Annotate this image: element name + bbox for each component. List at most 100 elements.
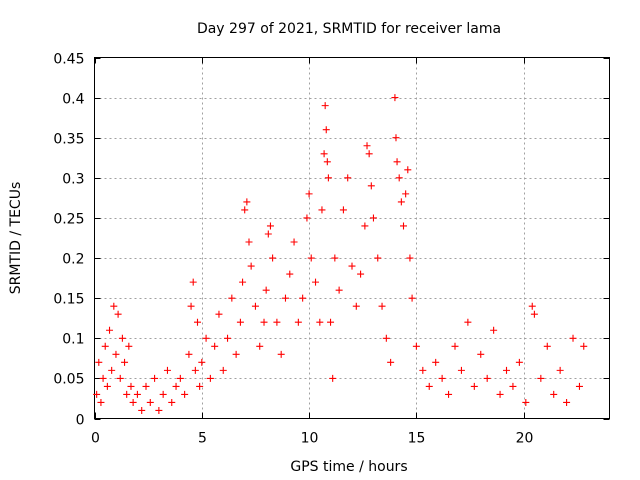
data-point (322, 126, 330, 134)
data-point (369, 214, 377, 222)
data-point (563, 398, 571, 406)
data-point (305, 190, 313, 198)
x-tick-label: 5 (198, 431, 207, 447)
data-point (477, 350, 485, 358)
data-point (202, 334, 210, 342)
data-point (374, 254, 382, 262)
data-point (400, 222, 407, 230)
data-point (408, 294, 416, 302)
grid-lines (94, 57, 610, 419)
data-point (316, 318, 324, 326)
y-tick-label: 0.05 (53, 372, 84, 388)
data-point (432, 358, 440, 366)
data-point (318, 206, 326, 214)
data-point (273, 318, 281, 326)
data-point (569, 334, 577, 342)
data-point (402, 190, 410, 198)
data-point (116, 374, 124, 382)
y-tick-label: 0.1 (62, 332, 84, 348)
data-point (395, 174, 403, 182)
data-point (496, 390, 504, 398)
data-point (483, 374, 491, 382)
data-point (189, 278, 197, 286)
data-point (464, 318, 472, 326)
data-point (103, 382, 111, 390)
data-point (168, 398, 176, 406)
data-point (133, 390, 141, 398)
y-tick-label: 0.45 (53, 52, 84, 68)
data-point (106, 326, 114, 334)
data-point (191, 366, 199, 374)
y-tick-label: 0.4 (62, 92, 84, 108)
y-tick-label: 0.3 (62, 172, 84, 188)
data-point (397, 198, 405, 206)
data-point (327, 318, 335, 326)
data-point (142, 382, 150, 390)
data-point (236, 318, 244, 326)
data-point (211, 342, 219, 350)
chart-title: Day 297 of 2021, SRMTID for receiver lam… (197, 21, 501, 37)
data-point (575, 382, 583, 390)
x-tick-label: 10 (301, 431, 319, 447)
data-point (118, 334, 126, 342)
data-point (97, 398, 105, 406)
data-point (515, 358, 523, 366)
data-point (357, 270, 365, 278)
data-point (528, 302, 536, 310)
data-point (324, 174, 332, 182)
data-point (99, 374, 107, 382)
data-point (457, 366, 465, 374)
y-tick-label: 0.15 (53, 292, 84, 308)
data-point (294, 318, 302, 326)
data-point (329, 374, 337, 382)
data-point (348, 262, 356, 270)
y-tick-label: 0.35 (53, 132, 84, 148)
data-point (406, 254, 414, 262)
data-point (125, 342, 133, 350)
data-point (181, 390, 189, 398)
data-point (352, 302, 360, 310)
data-point (93, 390, 101, 398)
data-point (262, 286, 270, 294)
data-point (219, 366, 227, 374)
data-point (243, 198, 251, 206)
x-axis-label: GPS time / hours (290, 459, 407, 475)
data-point (281, 294, 289, 302)
data-point (367, 182, 375, 190)
axis-ticks: 0 0.05 0.1 0.15 0.2 0.25 0.3 0.35 0.4 0.45 0 5 10 15 2… (53, 52, 610, 447)
data-point (159, 390, 167, 398)
data-point (530, 310, 538, 318)
data-point (321, 102, 329, 110)
data-point (425, 382, 433, 390)
data-point (312, 278, 320, 286)
data-point (129, 398, 137, 406)
data-point (245, 238, 253, 246)
data-point (363, 142, 371, 150)
data-point (176, 374, 184, 382)
data-point (470, 382, 478, 390)
data-point (445, 390, 453, 398)
data-point (509, 382, 517, 390)
data-point (522, 398, 530, 406)
data-point (580, 342, 588, 350)
data-point (323, 158, 331, 166)
data-point (550, 390, 558, 398)
data-point (251, 302, 259, 310)
data-point (393, 158, 401, 166)
data-point (344, 174, 352, 182)
data-point (146, 398, 154, 406)
data-point (114, 310, 122, 318)
data-point (331, 254, 339, 262)
data-point (320, 150, 328, 158)
data-point (95, 358, 103, 366)
data-point (382, 334, 390, 342)
data-point (172, 382, 180, 390)
data-point (378, 302, 386, 310)
data-point (438, 374, 446, 382)
data-points (93, 94, 588, 414)
data-point (286, 270, 294, 278)
data-point (121, 358, 129, 366)
data-point (151, 374, 159, 382)
data-point (451, 342, 459, 350)
data-point (361, 222, 369, 230)
